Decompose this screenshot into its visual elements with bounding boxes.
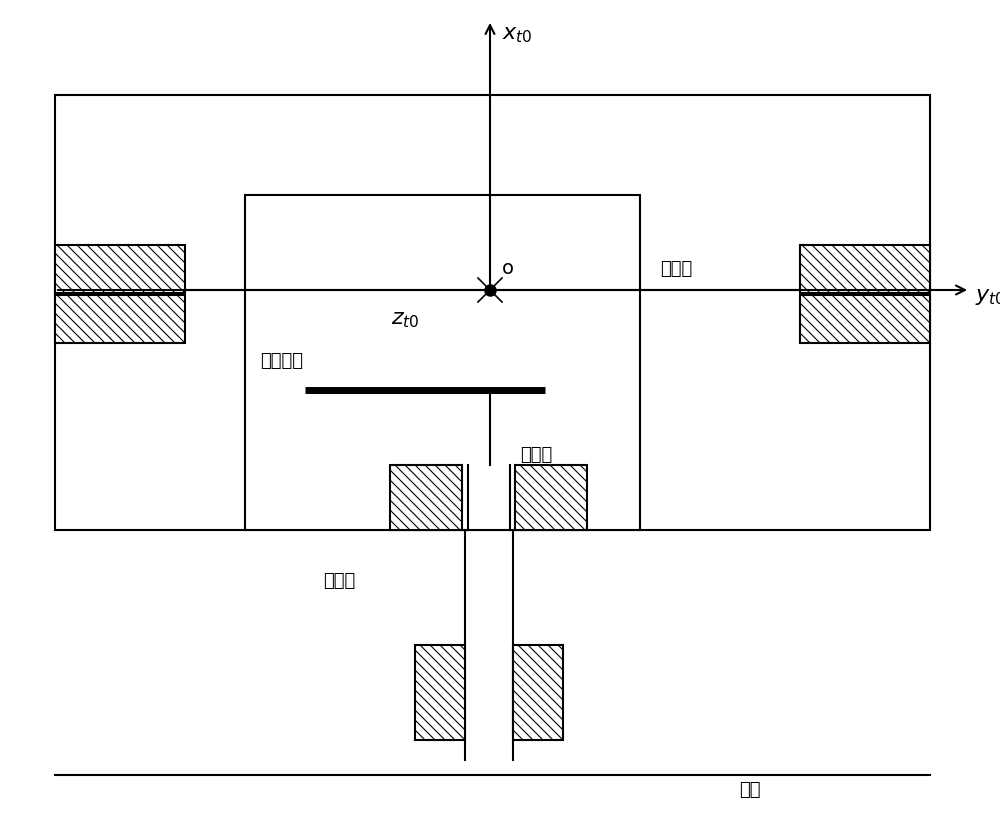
Bar xyxy=(55,95,930,530)
Text: 地面: 地面 xyxy=(739,781,761,799)
Bar xyxy=(55,295,185,343)
Text: $x_{t0}$: $x_{t0}$ xyxy=(502,25,533,45)
Bar xyxy=(800,295,930,343)
Bar xyxy=(415,645,465,740)
Bar xyxy=(800,245,930,293)
Bar xyxy=(55,245,185,293)
Text: 内框轴: 内框轴 xyxy=(520,446,552,464)
Bar xyxy=(513,645,563,740)
Text: $z_{t0}$: $z_{t0}$ xyxy=(391,310,420,330)
Text: $y_{t0}$: $y_{t0}$ xyxy=(975,287,1000,307)
Bar xyxy=(515,465,587,530)
Bar xyxy=(245,195,640,530)
Text: 内框平台: 内框平台 xyxy=(260,352,303,370)
Text: o: o xyxy=(502,259,514,278)
Bar xyxy=(390,465,462,530)
Text: 中框轴: 中框轴 xyxy=(660,260,692,278)
Text: 外框轴: 外框轴 xyxy=(323,572,355,590)
